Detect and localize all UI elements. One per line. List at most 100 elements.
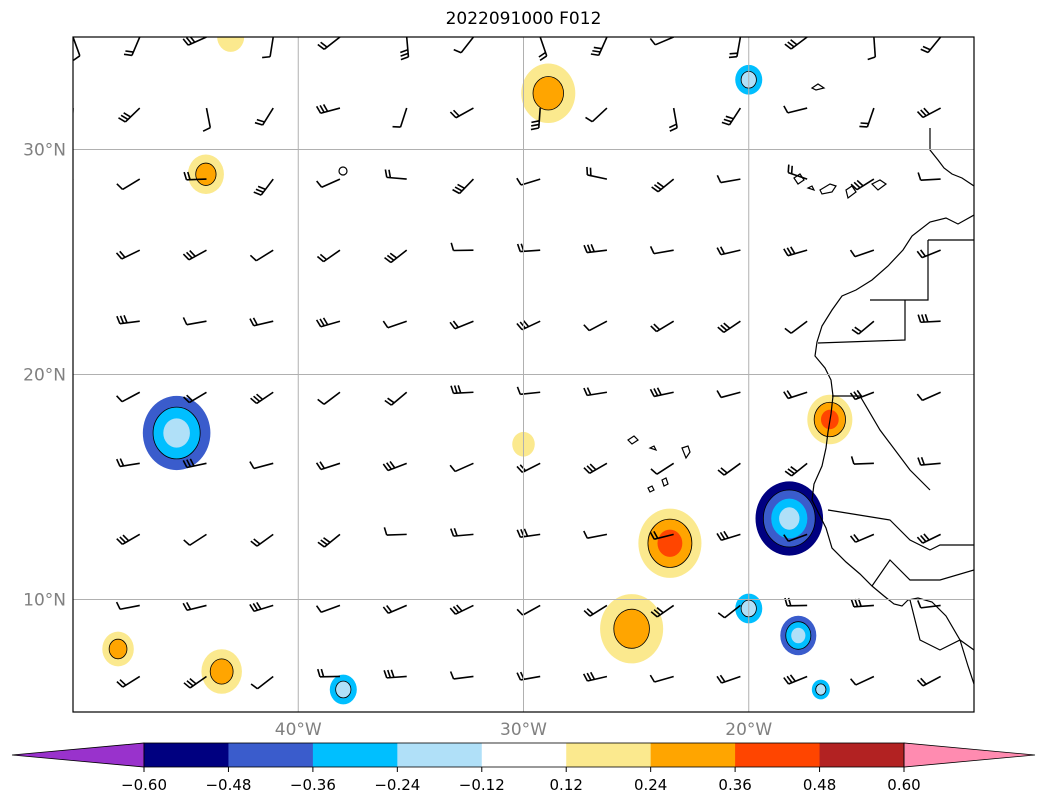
wind-barb — [115, 601, 140, 611]
wind-barb — [73, 392, 74, 394]
lon-tick-labels: 40°W 30°W 20°W — [275, 720, 773, 740]
wind-barb — [449, 320, 474, 330]
wind-barb — [452, 178, 475, 195]
wind-barb — [516, 528, 541, 538]
colorbar-segment — [735, 743, 821, 767]
wind-barb — [728, 37, 742, 59]
wind-barb — [382, 460, 407, 472]
wind-barb — [783, 246, 808, 257]
wind-barb — [538, 37, 548, 62]
wind-barb — [382, 320, 407, 329]
wind-barb — [716, 530, 741, 541]
wind-barb — [317, 391, 341, 405]
wind-barb — [649, 530, 674, 540]
madeira-islands — [810, 83, 826, 91]
wind-barb — [649, 246, 674, 255]
wind-barb — [449, 107, 474, 119]
wind-barb — [116, 458, 140, 468]
contour-fill — [791, 627, 806, 644]
wind-barb — [250, 391, 274, 405]
wind-barb — [116, 315, 140, 325]
wind-barb — [583, 387, 608, 397]
cape-verde-islands — [627, 435, 691, 493]
plot-area — [73, 37, 974, 705]
wind-barb — [384, 391, 408, 406]
wind-barb — [183, 675, 207, 689]
wind-barb — [717, 604, 741, 619]
wind-barb — [182, 602, 207, 612]
wind-barb — [649, 37, 674, 46]
map-frame — [72, 36, 975, 713]
wind-barb — [182, 317, 207, 326]
wind-barb — [516, 319, 541, 331]
wind-barb — [115, 249, 141, 260]
wind-barb — [649, 674, 674, 683]
colorbar: −0.60 −0.48 −0.36 −0.24 −0.12 0.12 0.24 0.36 0.4… — [11, 742, 1036, 794]
wind-barb — [116, 675, 141, 688]
wind-barb — [73, 321, 74, 323]
wind-barb — [73, 676, 74, 678]
wind-barb — [316, 249, 341, 263]
wind-barbs — [73, 37, 942, 690]
colorbar-segment — [228, 743, 314, 767]
wind-barb — [383, 527, 407, 536]
colorbar-tick-label: 0.36 — [718, 776, 751, 794]
contour-fill — [532, 76, 564, 111]
wind-barb — [784, 320, 808, 334]
border-senegal — [827, 509, 974, 551]
wind-barb — [716, 246, 741, 256]
colorbar-tick-label: −0.24 — [374, 776, 420, 794]
lat-tick-label: 30°N — [23, 141, 66, 161]
wind-barb — [73, 534, 74, 536]
wind-barb — [315, 604, 341, 614]
wind-barb — [849, 249, 875, 258]
contour-fills — [102, 37, 853, 705]
contour-fill — [209, 658, 234, 685]
contour-fill — [815, 683, 827, 696]
wind-barb — [783, 105, 808, 114]
wind-barb — [450, 385, 474, 395]
wind-barb — [582, 671, 608, 682]
wind-barb — [182, 458, 207, 469]
wind-barb — [392, 107, 408, 128]
colorbar-tick-label: −0.36 — [290, 776, 336, 794]
wind-barb — [315, 461, 341, 471]
colorbar-segment — [144, 743, 229, 767]
wind-barb — [586, 166, 608, 180]
wind-barb — [783, 390, 808, 400]
wind-barb — [867, 37, 877, 61]
lat-tick-labels: 30°N 20°N 10°N — [23, 141, 66, 611]
wind-barb — [849, 389, 875, 401]
wind-barb — [585, 107, 608, 123]
wind-barb — [315, 317, 341, 328]
colorbar-segment — [566, 743, 652, 767]
wind-barb — [516, 604, 541, 616]
colorbar-over-arrow — [903, 742, 1036, 768]
wind-barb — [859, 107, 875, 128]
lat-tick-label: 20°N — [23, 366, 66, 386]
wind-barb — [650, 462, 675, 475]
wind-barb — [650, 604, 675, 618]
wind-barb — [400, 37, 410, 61]
wind-barb — [116, 533, 141, 546]
wind-barb — [721, 107, 742, 126]
wind-barb — [202, 107, 212, 132]
contour-fill — [163, 418, 190, 448]
colorbar-segment — [481, 743, 567, 767]
colorbar-tick-label: 0.24 — [634, 776, 667, 794]
wind-barb — [717, 320, 741, 334]
lat-tick-label: 10°N — [23, 591, 66, 611]
wind-barb — [453, 37, 475, 54]
wind-barb — [916, 391, 941, 402]
wind-barb — [73, 179, 74, 181]
gridlines — [73, 37, 974, 712]
wind-barb — [850, 456, 874, 465]
colorbar-tick-label: −0.12 — [459, 776, 505, 794]
wind-barb — [850, 598, 874, 608]
wind-barb — [249, 461, 274, 470]
wind-barb — [449, 604, 474, 615]
wind-barb — [916, 675, 942, 687]
contour-fill — [217, 37, 245, 52]
wind-barb — [516, 386, 541, 396]
